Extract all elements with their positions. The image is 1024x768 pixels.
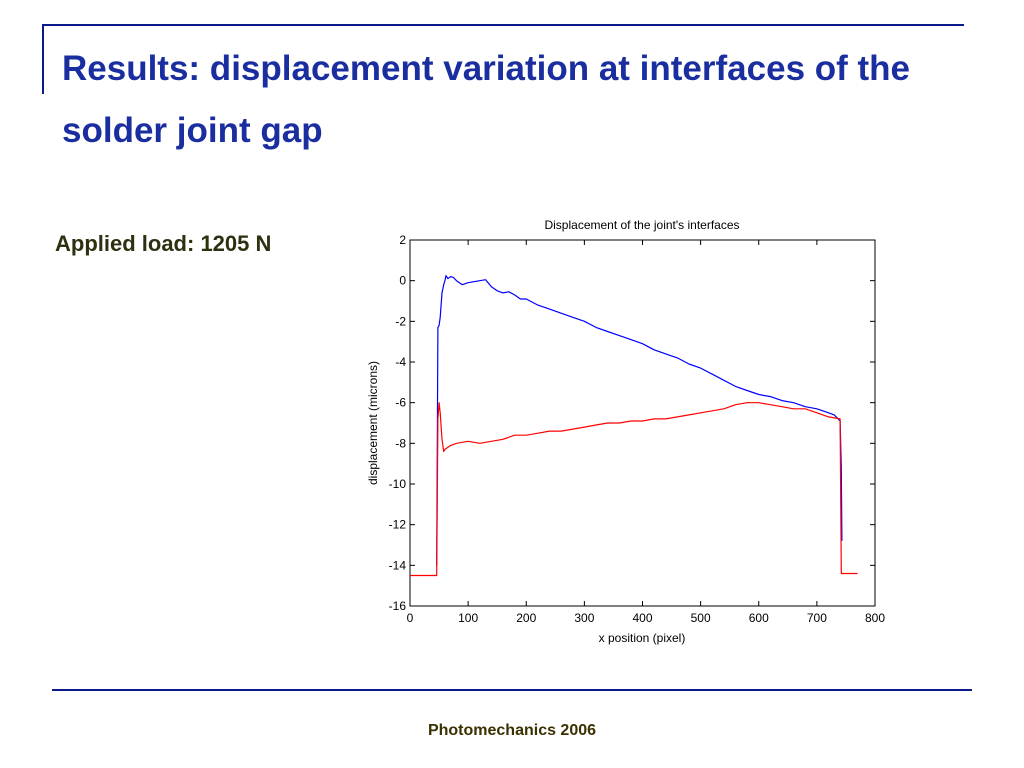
x-tick-label-7: 700 — [807, 611, 827, 625]
x-tick-label-3: 300 — [574, 611, 594, 625]
x-tick-label-1: 100 — [458, 611, 478, 625]
x-tick-label-4: 400 — [632, 611, 652, 625]
top-rule — [42, 24, 964, 26]
x-tick-label-5: 500 — [691, 611, 711, 625]
y-tick-label-1: 0 — [399, 274, 406, 288]
chart-title: Displacement of the joint's interfaces — [544, 218, 739, 232]
plot-area: 0 100 200 300 400 500 600 700 800 2 0 -2 -4 -6 -8 -10 -1… — [389, 233, 886, 625]
footer-text: Photomechanics 2006 — [427, 722, 597, 739]
applied-load-label: Applied load: 1205 N — [55, 231, 272, 256]
y-tick-label-5: -8 — [395, 436, 406, 450]
y-tick-label-0: 2 — [399, 233, 406, 247]
series-line-1 — [410, 402, 858, 577]
x-tick-label-6: 600 — [749, 611, 769, 625]
y-tick-label-8: -14 — [389, 558, 407, 572]
x-tick-label-2: 200 — [516, 611, 536, 625]
y-tick-label-6: -10 — [389, 477, 407, 491]
y-tick-label-3: -4 — [395, 355, 406, 369]
slide-title: Results: displacement variation at inter… — [62, 49, 911, 150]
x-tick-label-0: 0 — [407, 611, 414, 625]
y-tick-label-7: -12 — [389, 518, 407, 532]
x-axis-label: x position (pixel) — [599, 631, 686, 645]
axes-frame — [409, 239, 876, 607]
y-tick-label-9: -16 — [389, 599, 407, 613]
series-line-0 — [436, 274, 843, 566]
y-tick-label-4: -6 — [395, 396, 406, 410]
y-axis-label: displacement (microns) — [366, 361, 380, 485]
displacement-chart: Displacement of the joint's interfaces 0… — [366, 218, 886, 645]
side-rule — [42, 24, 44, 94]
bottom-rule — [52, 689, 972, 691]
x-tick-label-8: 800 — [865, 611, 885, 625]
y-tick-label-2: -2 — [395, 314, 406, 328]
